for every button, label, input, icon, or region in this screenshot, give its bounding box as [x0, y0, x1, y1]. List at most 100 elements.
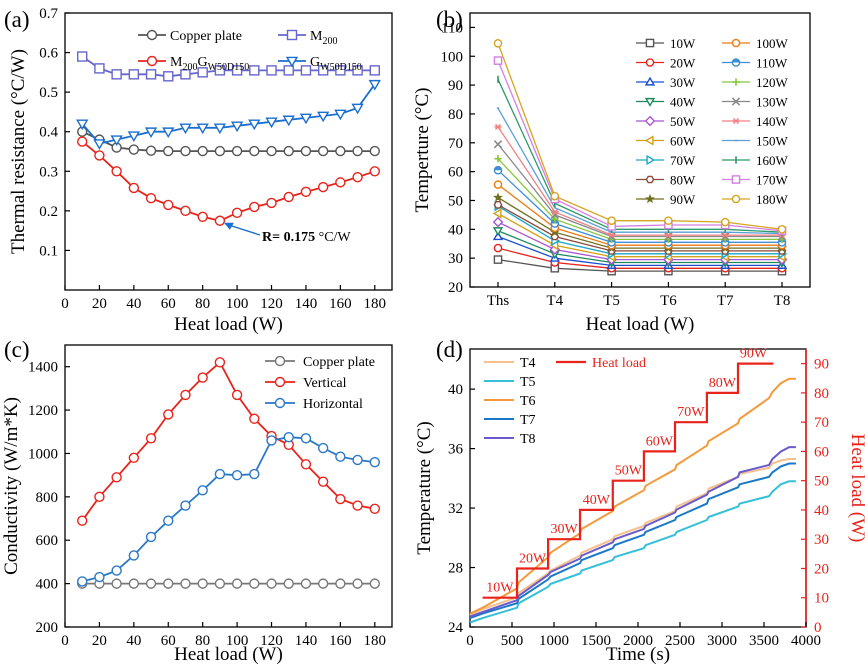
legend-label: 80W	[670, 173, 696, 188]
legend-item: 170W	[722, 173, 789, 188]
data-point	[369, 456, 380, 468]
data-point	[369, 503, 380, 514]
data-point	[111, 472, 122, 483]
data-point	[369, 578, 380, 589]
data-point	[230, 121, 244, 133]
legend-marker	[731, 58, 741, 67]
data-point	[300, 145, 312, 157]
legend-item: 50W	[636, 114, 696, 129]
series-line	[497, 197, 782, 249]
legend-item: T7	[484, 413, 536, 428]
y-tick-label: 200	[36, 620, 59, 636]
data-point	[664, 232, 672, 239]
legend-item: T6	[484, 394, 536, 409]
data-point	[214, 65, 226, 76]
series-line	[469, 377, 796, 615]
data-point	[128, 69, 140, 80]
legend-marker	[731, 175, 741, 184]
data-point	[266, 65, 277, 76]
data-point	[93, 139, 106, 150]
step-label: 90W	[740, 347, 768, 362]
y-axis-label: Temperture (°C)	[412, 88, 433, 213]
data-point	[231, 65, 243, 76]
legend-marker	[274, 397, 286, 409]
data-point	[197, 67, 208, 78]
y-right-tick-label: 60	[814, 444, 829, 460]
series-140W	[494, 123, 786, 239]
series-line	[81, 130, 375, 153]
legend-item: 10W	[636, 36, 696, 51]
legend-label: 100W	[756, 36, 789, 51]
data-point	[162, 127, 175, 139]
data-point	[249, 201, 260, 213]
y-tick-label: 80	[448, 107, 463, 123]
series-line	[497, 43, 783, 230]
legend-marker	[644, 115, 656, 127]
legend-label: 40W	[670, 95, 696, 110]
data-point	[197, 485, 208, 496]
data-point	[110, 135, 123, 146]
series-line	[497, 230, 782, 264]
series-160W	[497, 75, 783, 236]
legend-label: 90W	[670, 192, 696, 207]
legend-item: T5	[484, 375, 536, 390]
y-tick-label: 50	[448, 193, 463, 209]
data-point	[266, 197, 277, 209]
data-point	[213, 123, 227, 135]
step-label: 30W	[550, 522, 578, 537]
data-point	[721, 232, 729, 239]
legend-label: T7	[520, 413, 536, 428]
data-point	[493, 200, 503, 209]
x-tick-label: T4	[546, 293, 563, 309]
data-point	[163, 199, 174, 211]
legend-item: 140W	[722, 114, 789, 129]
y-tick-label: 100	[441, 49, 464, 65]
annotation-arrow	[227, 224, 261, 236]
series-line	[497, 184, 782, 246]
series-t8	[469, 446, 796, 618]
series-180W	[493, 38, 787, 234]
legend-label: 50W	[670, 114, 696, 129]
series-t7	[469, 462, 796, 620]
data-point	[248, 119, 261, 131]
legend-item: 20W	[636, 56, 696, 71]
plot-frame	[64, 344, 393, 628]
x-tick-label: 1000	[539, 633, 569, 649]
x-axis-label: Heat load (W)	[586, 314, 695, 335]
x-axis-label: Time (s)	[606, 644, 670, 665]
y-tick-label: 60	[448, 165, 463, 181]
data-point	[145, 192, 157, 204]
data-point	[180, 145, 191, 157]
data-point	[94, 571, 105, 583]
data-point	[180, 205, 191, 217]
data-point	[249, 468, 260, 480]
y-tick-label: 110	[441, 20, 463, 36]
legend-label: 30W	[670, 75, 696, 90]
panel-d: 0 500 1000 1500 2000 2500 3000 3500 400024283236…	[414, 337, 865, 665]
y-tick-label: 0.3	[39, 164, 58, 180]
data-point	[777, 225, 787, 234]
legend-marker	[644, 76, 656, 86]
data-point	[197, 145, 208, 157]
legend-marker	[731, 97, 741, 106]
data-point	[180, 578, 191, 589]
data-point	[163, 515, 174, 526]
data-point	[493, 165, 503, 175]
data-point	[179, 123, 192, 135]
legend-item: 110W	[722, 56, 788, 71]
legend-label: 60W	[670, 134, 696, 149]
data-point	[197, 211, 208, 222]
legend-item: 60W	[636, 134, 696, 149]
legend-item: 180W	[722, 192, 789, 207]
legend-item: Copper plate	[138, 29, 242, 44]
series-line	[469, 480, 796, 624]
x-tick-label: 160	[329, 633, 352, 649]
legend-item: 100W	[722, 36, 789, 51]
data-point	[111, 166, 122, 177]
data-point	[77, 576, 88, 587]
y-tick-label: 800	[36, 490, 59, 506]
series-1	[77, 51, 380, 82]
data-point	[550, 191, 560, 201]
data-point	[368, 79, 381, 91]
